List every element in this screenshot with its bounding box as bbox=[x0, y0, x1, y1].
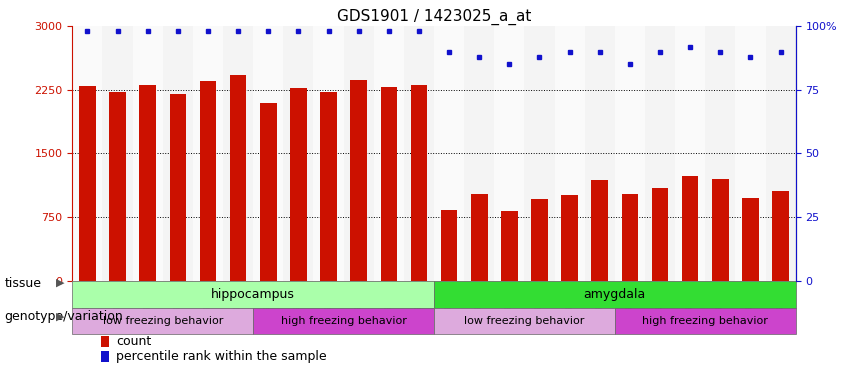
Bar bbox=[434, 308, 614, 334]
Bar bbox=[645, 26, 675, 280]
Bar bbox=[585, 26, 614, 280]
Bar bbox=[524, 26, 555, 280]
Bar bbox=[494, 26, 524, 280]
Bar bbox=[102, 26, 133, 280]
Bar bbox=[773, 190, 789, 280]
Bar bbox=[230, 75, 247, 280]
Bar bbox=[562, 195, 578, 280]
Text: count: count bbox=[117, 335, 151, 348]
Bar bbox=[652, 188, 668, 280]
Bar bbox=[464, 26, 494, 280]
Bar bbox=[101, 351, 109, 362]
Text: tissue: tissue bbox=[4, 277, 41, 290]
Bar bbox=[140, 85, 156, 280]
Bar bbox=[404, 26, 434, 280]
Bar bbox=[766, 26, 796, 280]
Bar bbox=[621, 194, 638, 280]
Bar bbox=[374, 26, 404, 280]
Bar bbox=[169, 94, 186, 280]
Bar bbox=[313, 26, 344, 280]
Bar bbox=[163, 26, 193, 280]
Text: hippocampus: hippocampus bbox=[211, 288, 295, 301]
Bar bbox=[79, 86, 95, 280]
Bar bbox=[283, 26, 313, 280]
Bar bbox=[260, 102, 277, 280]
Bar bbox=[72, 280, 434, 308]
Bar bbox=[614, 308, 796, 334]
Text: high freezing behavior: high freezing behavior bbox=[281, 316, 407, 326]
Bar bbox=[101, 336, 109, 347]
Bar bbox=[351, 80, 367, 280]
Bar bbox=[434, 280, 796, 308]
Bar bbox=[109, 92, 126, 280]
Bar bbox=[223, 26, 254, 280]
Bar bbox=[614, 26, 645, 280]
Bar bbox=[434, 26, 464, 280]
Bar bbox=[471, 194, 488, 280]
Bar bbox=[344, 26, 374, 280]
Text: genotype/variation: genotype/variation bbox=[4, 310, 123, 323]
Bar bbox=[705, 26, 735, 280]
Text: ▶: ▶ bbox=[56, 312, 65, 322]
Bar bbox=[200, 81, 216, 280]
Bar bbox=[320, 92, 337, 280]
Bar bbox=[411, 85, 427, 280]
Text: amygdala: amygdala bbox=[584, 288, 646, 301]
Bar bbox=[742, 198, 759, 280]
Bar bbox=[735, 26, 766, 280]
Bar bbox=[441, 210, 457, 280]
Text: high freezing behavior: high freezing behavior bbox=[643, 316, 768, 326]
Bar bbox=[591, 180, 608, 280]
Bar bbox=[72, 308, 254, 334]
Text: low freezing behavior: low freezing behavior bbox=[465, 316, 585, 326]
Bar bbox=[290, 88, 306, 280]
Bar bbox=[133, 26, 163, 280]
Bar bbox=[712, 179, 728, 280]
Text: percentile rank within the sample: percentile rank within the sample bbox=[117, 350, 327, 363]
Text: ▶: ▶ bbox=[56, 278, 65, 288]
Title: GDS1901 / 1423025_a_at: GDS1901 / 1423025_a_at bbox=[337, 9, 531, 25]
Bar bbox=[675, 26, 705, 280]
Bar bbox=[193, 26, 223, 280]
Bar bbox=[531, 199, 548, 280]
Bar bbox=[254, 26, 283, 280]
Text: low freezing behavior: low freezing behavior bbox=[103, 316, 223, 326]
Bar bbox=[682, 176, 699, 280]
Bar bbox=[254, 308, 434, 334]
Bar bbox=[555, 26, 585, 280]
Bar bbox=[380, 87, 397, 280]
Bar bbox=[72, 26, 102, 280]
Bar bbox=[501, 211, 517, 280]
